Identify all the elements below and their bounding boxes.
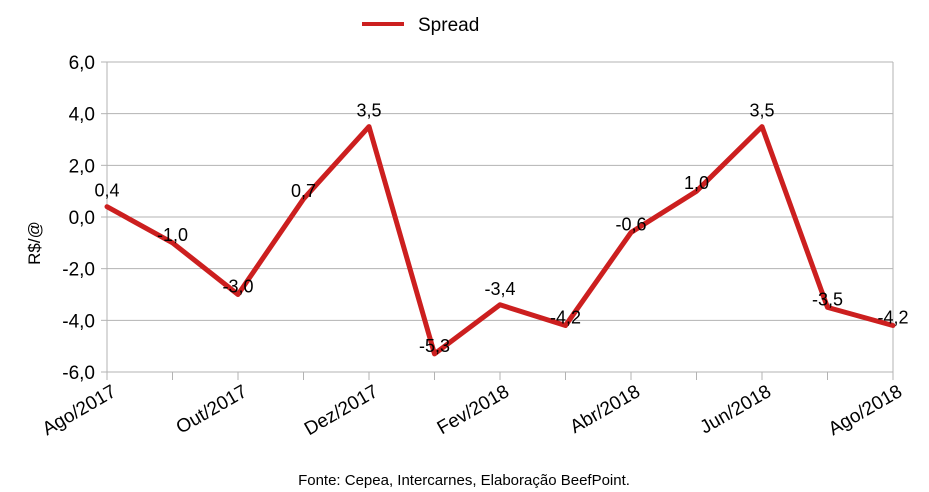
x-tick-label-10: Jun/2018 (697, 381, 775, 438)
y-tick-label-3: 0,0 (69, 208, 95, 229)
y-tick-label-6: -6,0 (62, 363, 95, 384)
y-tick-label-5: -4,0 (62, 311, 95, 332)
data-label-5: -5,3 (419, 336, 450, 356)
series-line-spread (104, 124, 896, 357)
y-axis-label: R$/@ (25, 221, 44, 265)
x-tick-label-12: Ago/2018 (825, 381, 906, 440)
legend-label-spread: Spread (418, 15, 479, 36)
y-tick-label-1: 4,0 (69, 105, 95, 126)
data-labels: 0,4 -1,0 -3,0 0,7 3,5 -5,3 -3,4 -4,2 -0,6 1,0 3,5 -… (94, 101, 908, 356)
data-label-11: -3,5 (812, 289, 843, 309)
data-label-4: 3,5 (356, 101, 381, 121)
x-tick-label-4: Dez/2017 (301, 381, 382, 440)
data-label-12: -4,2 (877, 308, 908, 328)
source-note: Fonte: Cepea, Intercarnes, Elaboração Be… (298, 472, 630, 489)
data-label-6: -3,4 (484, 279, 515, 299)
x-tick-label-2: Out/2017 (173, 381, 251, 438)
legend: Spread (362, 15, 479, 36)
data-label-1: -1,0 (157, 225, 188, 245)
data-label-8: -0,6 (615, 215, 646, 235)
data-label-3: 0,7 (291, 181, 316, 201)
y-axis-ticks: 6,0 4,0 2,0 0,0 -2,0 -4,0 -6,0 (62, 53, 107, 384)
data-label-9: 1,0 (684, 173, 709, 193)
x-tick-label-8: Abr/2018 (567, 381, 644, 438)
x-tick-label-0: Ago/2017 (39, 381, 120, 440)
data-label-0: 0,4 (94, 181, 119, 201)
series-spread (104, 124, 896, 357)
data-label-2: -3,0 (222, 277, 253, 297)
gridlines (107, 61, 893, 373)
y-tick-label-2: 2,0 (69, 156, 95, 177)
x-tick-label-6: Fev/2018 (434, 381, 513, 439)
data-label-10: 3,5 (749, 101, 774, 121)
x-axis-ticks: Ago/2017 Out/2017 Dez/2017 Fev/2018 Abr/2018… (39, 372, 906, 440)
y-tick-label-4: -2,0 (62, 260, 95, 281)
y-tick-label-0: 6,0 (69, 53, 95, 74)
data-label-7: -4,2 (550, 308, 581, 328)
